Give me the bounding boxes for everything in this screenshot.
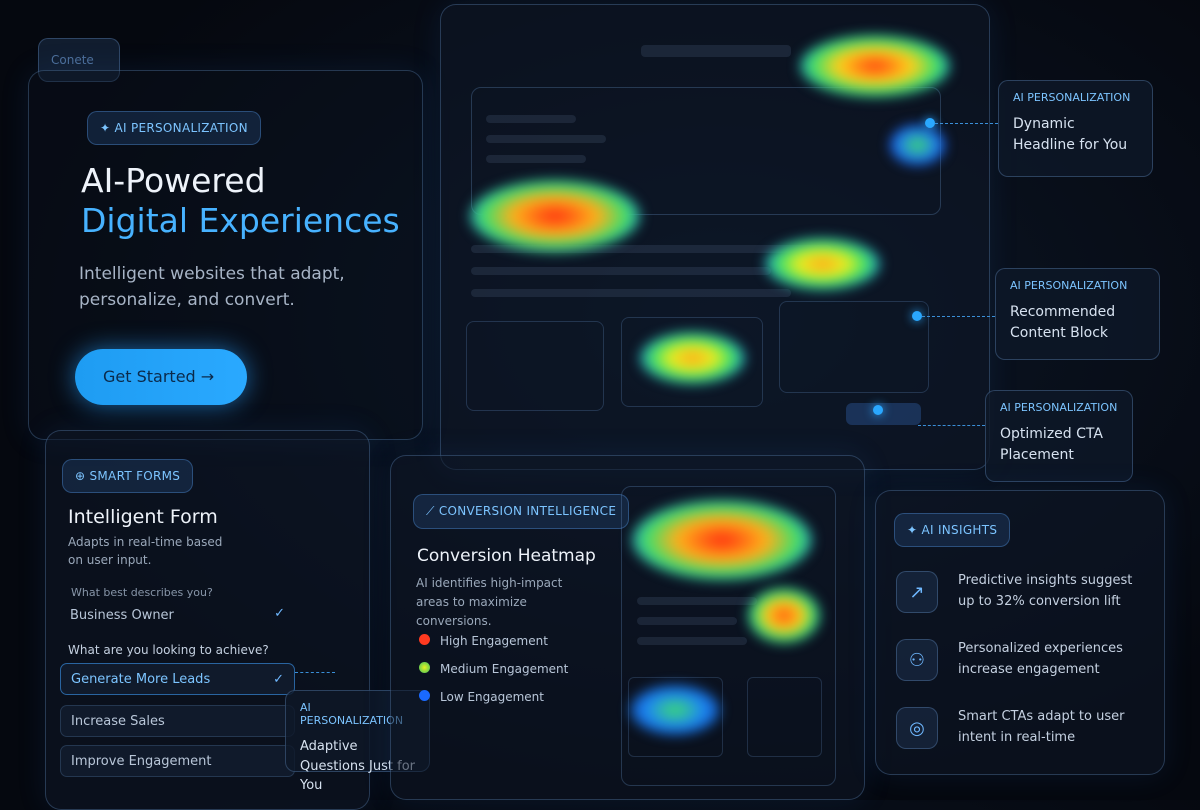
hero-subtitle: Intelligent websites that adapt, persona… bbox=[79, 264, 345, 311]
icon: ✓ bbox=[273, 672, 284, 687]
button-text: Get Started bbox=[103, 367, 196, 386]
decoration bbox=[628, 677, 723, 757]
tab[interactable]: Conete bbox=[38, 38, 120, 82]
decoration bbox=[918, 425, 985, 426]
callout-label: AI PERSONALIZATION bbox=[1000, 401, 1118, 414]
insight: ↗ Predictive insights suggest up to 32% c… bbox=[896, 571, 1151, 613]
conversion-title: Conversion Heatmap bbox=[417, 546, 596, 566]
callout: AI PERSONALIZATION Recommended Content Bl… bbox=[995, 268, 1160, 360]
hero-title-1: AI-Powered bbox=[81, 161, 266, 200]
decoration bbox=[637, 597, 757, 605]
decoration bbox=[779, 301, 929, 393]
icon bbox=[419, 690, 430, 701]
icon bbox=[419, 662, 430, 673]
heat-spot bbox=[748, 588, 820, 643]
question: What are you looking to achieve? bbox=[68, 643, 269, 657]
decoration bbox=[471, 267, 771, 275]
decoration bbox=[747, 677, 822, 757]
callout-text: Dynamic Headline for You bbox=[1013, 116, 1128, 153]
insights-panel: ✦ AI INSIGHTS ↗ Predictive insights sugge… bbox=[875, 490, 1165, 775]
icon: ◎ bbox=[896, 707, 938, 749]
decoration bbox=[846, 403, 921, 425]
select-value: Business Owner bbox=[70, 608, 174, 623]
callout-label: AI PERSONALIZATION bbox=[300, 701, 404, 727]
option-text: Generate More Leads bbox=[71, 672, 211, 687]
decoration bbox=[912, 311, 922, 321]
legend-item: Low Engagement bbox=[419, 690, 544, 704]
select[interactable]: Business Owner ✓ bbox=[60, 594, 295, 624]
insights-badge: ✦ AI INSIGHTS bbox=[894, 513, 1011, 547]
insight: ◎ Smart CTAs adapt to user intent in real… bbox=[896, 707, 1151, 749]
callout-text: Recommended Content Block bbox=[1010, 304, 1116, 341]
icon: ↗ bbox=[896, 571, 938, 613]
decoration bbox=[466, 321, 604, 411]
insight-text: Smart CTAs adapt to user intent in real-… bbox=[958, 709, 1125, 745]
decoration bbox=[621, 317, 763, 407]
hero-panel: ✦ AI PERSONALIZATION AI-Powered Digital … bbox=[28, 70, 423, 440]
heat-spot bbox=[765, 238, 880, 290]
legend-item: High Engagement bbox=[419, 634, 548, 648]
decoration bbox=[641, 45, 791, 57]
decoration bbox=[922, 316, 995, 317]
heat-spot bbox=[800, 35, 950, 97]
smart-forms-panel: ⊕ SMART FORMS Intelligent Form Adapts in… bbox=[45, 430, 370, 810]
callout-label: AI PERSONALIZATION bbox=[1013, 91, 1131, 104]
badge-text: AI INSIGHTS bbox=[921, 523, 998, 537]
conversion-badge: ⟋ CONVERSION INTELLIGENCE bbox=[413, 494, 630, 529]
callout-text: Adaptive Questions Just for You bbox=[300, 739, 416, 793]
decoration bbox=[637, 617, 737, 625]
icon: ⚇ bbox=[896, 639, 938, 681]
decoration bbox=[295, 672, 335, 673]
conversion-desc: AI identifies high-impact areas to maxim… bbox=[416, 576, 563, 629]
heat-spot bbox=[470, 180, 640, 252]
decoration bbox=[873, 405, 883, 415]
decoration bbox=[471, 289, 791, 297]
forms-desc: Adapts in real-time based on user input. bbox=[68, 535, 223, 567]
decoration bbox=[486, 135, 606, 143]
callout: AI PERSONALIZATION Optimized CTA Placemen… bbox=[985, 390, 1133, 482]
heat-spot bbox=[630, 685, 720, 735]
callout-label: AI PERSONALIZATION bbox=[1010, 279, 1128, 292]
callout: AI PERSONALIZATION Dynamic Headline for Y… bbox=[998, 80, 1153, 177]
forms-badge: ⊕ SMART FORMS bbox=[62, 459, 194, 493]
heat-spot bbox=[640, 332, 745, 384]
legend-text: Low Engagement bbox=[440, 690, 544, 704]
heat-spot bbox=[632, 500, 812, 580]
insight: ⚇ Personalized experiences increase engag… bbox=[896, 639, 1151, 681]
hero-badge: ✦ AI PERSONALIZATION bbox=[87, 111, 261, 145]
icon bbox=[419, 634, 430, 645]
heatmap-preview bbox=[621, 486, 836, 786]
decoration bbox=[935, 123, 998, 124]
option[interactable]: Increase Sales bbox=[60, 705, 295, 737]
callout-text: Optimized CTA Placement bbox=[1000, 426, 1103, 463]
decoration bbox=[486, 155, 586, 163]
decoration bbox=[471, 245, 831, 253]
insight-text: Personalized experiences increase engage… bbox=[958, 641, 1123, 677]
heat-spot bbox=[890, 125, 945, 165]
badge-text: AI PERSONALIZATION bbox=[114, 121, 248, 135]
get-started-button[interactable]: Get Started → bbox=[75, 349, 247, 405]
option[interactable]: Improve Engagement bbox=[60, 745, 295, 777]
forms-title: Intelligent Form bbox=[68, 506, 218, 528]
badge-text: SMART FORMS bbox=[89, 469, 181, 483]
option[interactable]: Generate More Leads ✓ bbox=[60, 663, 295, 695]
legend-text: High Engagement bbox=[440, 634, 548, 648]
decoration bbox=[486, 115, 576, 123]
legend-item: Medium Engagement bbox=[419, 662, 568, 676]
question: What best describes you? bbox=[71, 586, 213, 599]
decoration bbox=[637, 637, 747, 645]
badge-text: CONVERSION INTELLIGENCE bbox=[438, 504, 617, 518]
legend-text: Medium Engagement bbox=[440, 662, 569, 676]
hero-title-2: Digital Experiences bbox=[81, 201, 400, 240]
icon: ✓ bbox=[274, 606, 285, 621]
decoration bbox=[925, 118, 935, 128]
insight-text: Predictive insights suggest up to 32% co… bbox=[958, 573, 1133, 609]
